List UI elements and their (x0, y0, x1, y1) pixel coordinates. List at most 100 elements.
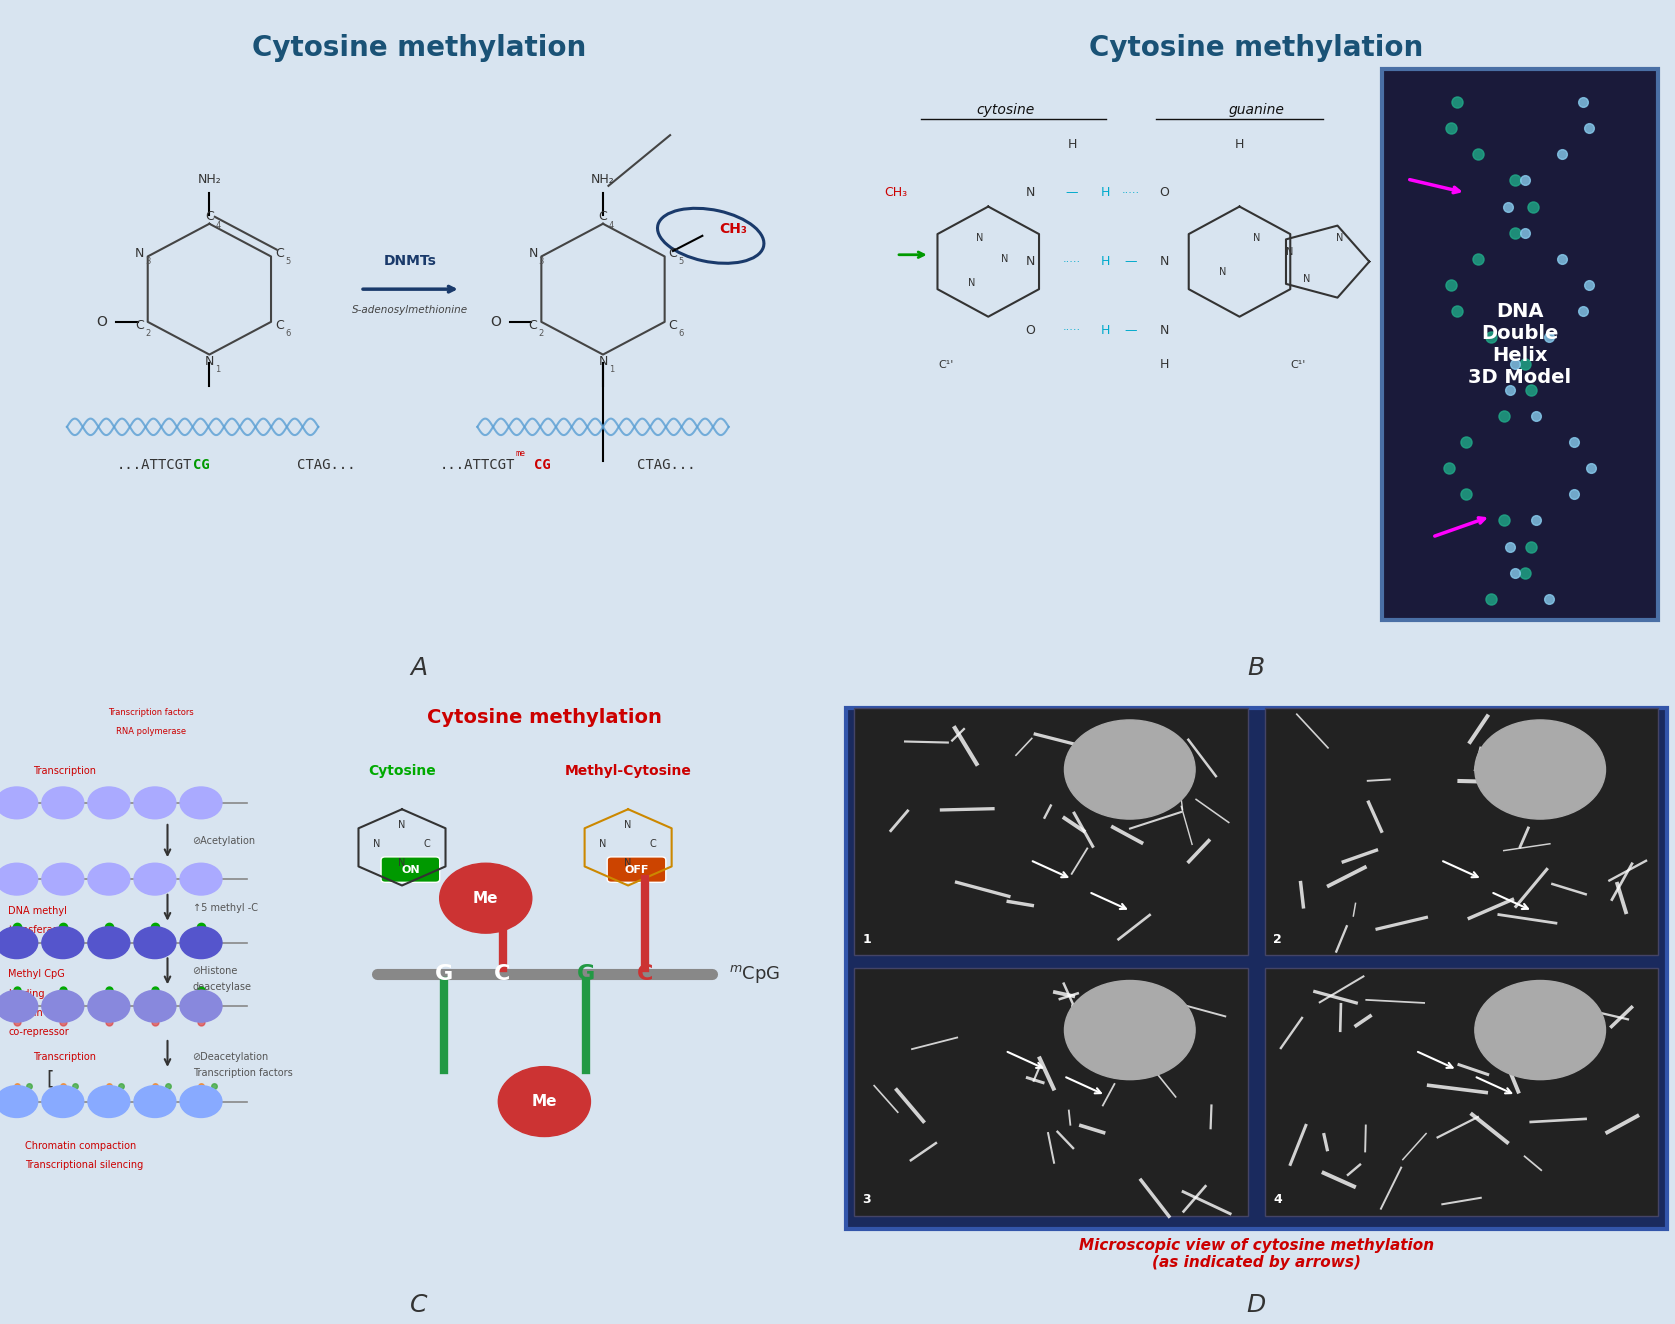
Text: 4: 4 (608, 221, 615, 229)
Circle shape (87, 786, 131, 818)
Text: me: me (516, 449, 524, 458)
Text: C: C (668, 246, 677, 260)
Text: C: C (636, 964, 653, 985)
Circle shape (1474, 981, 1605, 1079)
Text: C: C (204, 211, 214, 224)
Circle shape (0, 990, 37, 1022)
Text: N: N (399, 858, 405, 869)
Text: G: G (578, 964, 595, 985)
Text: —: — (1124, 324, 1137, 338)
Text: ...ATTCGT: ...ATTCGT (439, 458, 516, 471)
Circle shape (87, 990, 131, 1022)
Circle shape (181, 1086, 221, 1117)
Text: B: B (1248, 655, 1265, 679)
Text: H: H (1100, 187, 1111, 200)
Text: O: O (1159, 187, 1169, 200)
Text: S-adenosylmethionine: S-adenosylmethionine (352, 306, 469, 315)
Text: N: N (1219, 267, 1226, 278)
Text: 4: 4 (1273, 1193, 1281, 1206)
Text: transferase: transferase (8, 925, 64, 935)
Text: A: A (410, 655, 427, 679)
Text: ⊘Deacetylation: ⊘Deacetylation (193, 1053, 270, 1062)
Text: CTAG...: CTAG... (636, 458, 695, 471)
Text: ·····: ····· (1122, 188, 1139, 197)
Text: co-repressor: co-repressor (8, 1026, 69, 1037)
Circle shape (134, 863, 176, 895)
Text: Transcription: Transcription (34, 767, 97, 776)
Text: Cytosine methylation: Cytosine methylation (1089, 34, 1424, 62)
Text: CTAG...: CTAG... (298, 458, 355, 471)
Text: 3: 3 (539, 257, 544, 266)
Text: 6: 6 (678, 330, 683, 338)
Text: 3: 3 (146, 257, 151, 266)
FancyBboxPatch shape (382, 857, 439, 882)
Text: —: — (1124, 256, 1137, 269)
Text: ·····: ····· (1064, 326, 1080, 335)
Text: CG: CG (534, 458, 551, 471)
Text: N: N (1253, 233, 1260, 244)
Circle shape (0, 786, 37, 818)
Text: G: G (436, 964, 452, 985)
Text: Microscopic view of cytosine methylation
(as indicated by arrows): Microscopic view of cytosine methylation… (1079, 1238, 1434, 1270)
Text: Transcription factors: Transcription factors (193, 1068, 293, 1078)
Circle shape (0, 927, 37, 959)
Text: N: N (1286, 246, 1293, 257)
Text: C: C (668, 319, 677, 332)
Text: C¹': C¹' (1290, 360, 1306, 369)
Text: 2: 2 (1273, 933, 1281, 945)
Text: D: D (1246, 1294, 1266, 1317)
Text: binding: binding (8, 989, 45, 998)
Circle shape (42, 786, 84, 818)
Circle shape (181, 927, 221, 959)
Text: N: N (625, 858, 631, 869)
Text: RNA polymerase: RNA polymerase (116, 727, 186, 736)
Circle shape (1474, 720, 1605, 820)
Text: O: O (95, 315, 107, 328)
Text: ON: ON (400, 865, 420, 875)
Text: Methyl CpG: Methyl CpG (8, 969, 65, 980)
Circle shape (181, 990, 221, 1022)
Text: 2: 2 (539, 330, 544, 338)
Text: ·····: ····· (1064, 257, 1080, 266)
Text: N: N (528, 246, 538, 260)
FancyBboxPatch shape (1382, 69, 1658, 620)
Text: N: N (1002, 254, 1008, 263)
Text: H: H (1234, 138, 1245, 151)
Text: H: H (1100, 256, 1111, 269)
FancyBboxPatch shape (1265, 707, 1658, 956)
Text: N: N (1303, 274, 1310, 285)
Text: 2: 2 (146, 330, 151, 338)
Circle shape (42, 927, 84, 959)
Text: 1: 1 (214, 365, 221, 375)
Text: N: N (374, 839, 380, 850)
Text: Cytosine: Cytosine (368, 764, 436, 779)
Text: —: — (1065, 187, 1079, 200)
Text: H: H (1159, 359, 1169, 372)
Text: ↑5 methyl -C: ↑5 methyl -C (193, 903, 258, 912)
Text: NH₂: NH₂ (198, 173, 221, 185)
FancyBboxPatch shape (854, 968, 1248, 1215)
Text: $^m$CpG: $^m$CpG (729, 964, 781, 985)
Text: CH₃: CH₃ (884, 187, 908, 200)
Text: H: H (1100, 324, 1111, 338)
Text: Chromatin compaction: Chromatin compaction (25, 1141, 136, 1151)
Text: N: N (968, 278, 975, 287)
Text: 6: 6 (285, 330, 290, 338)
Circle shape (134, 927, 176, 959)
Circle shape (1064, 981, 1196, 1079)
Circle shape (181, 863, 221, 895)
Text: 5: 5 (678, 257, 683, 266)
Text: H: H (1067, 138, 1077, 151)
Text: C: C (650, 839, 657, 850)
Text: CH₃: CH₃ (719, 222, 747, 236)
Text: DNMTs: DNMTs (384, 254, 437, 267)
Text: C: C (529, 319, 538, 332)
Text: Cytosine methylation: Cytosine methylation (427, 707, 662, 727)
Text: [: [ (47, 1070, 54, 1088)
Text: O: O (489, 315, 501, 328)
Circle shape (42, 1086, 84, 1117)
Text: O: O (1025, 324, 1035, 338)
Text: ...ATTCGT: ...ATTCGT (117, 458, 193, 471)
Circle shape (134, 990, 176, 1022)
Text: C: C (598, 211, 608, 224)
